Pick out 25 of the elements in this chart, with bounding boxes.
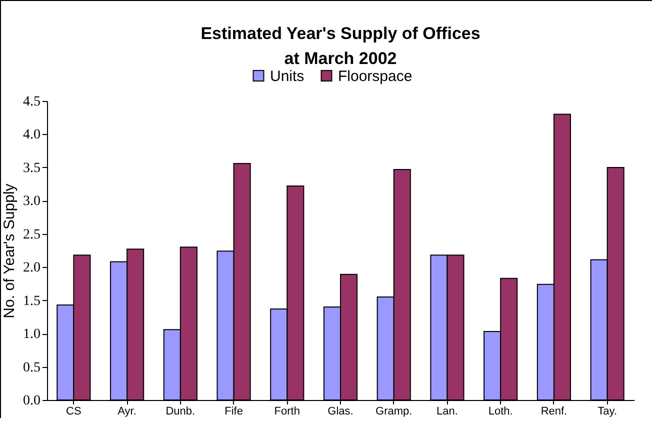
x-tick-label: Dunb. [166, 406, 196, 418]
y-tick-label: 1.0 [23, 327, 40, 342]
y-tick-label: 4.0 [23, 128, 40, 143]
y-axis-title: No. of Year's Supply [1, 183, 18, 318]
chart-title: Estimated Year's Supply of Offices at March 2002 [200, 24, 480, 68]
x-tick-label: Loth. [488, 406, 513, 418]
y-tick-label: 3.0 [23, 194, 40, 210]
y-tick-label: 4.5 [23, 94, 40, 110]
x-tick-label: Tay. [598, 406, 617, 418]
x-tick-label: Forth [274, 406, 300, 418]
x-tick-label: Ayr. [118, 406, 136, 418]
y-tick-label: 2.5 [23, 227, 40, 242]
legend-label: Floorspace [338, 68, 412, 85]
x-tick-label: Fife [224, 406, 243, 418]
x-tick-label: Gramp. [376, 406, 412, 418]
x-tick-label: Renf. [540, 406, 568, 418]
y-tick-label: 1.5 [23, 294, 40, 309]
y-tick-label: 0.0 [23, 394, 40, 408]
x-tick-label: CS [66, 406, 82, 418]
y-tick-label: 0.5 [23, 360, 40, 376]
y-tick-label: 3.5 [23, 160, 40, 176]
legend-label: Units [270, 68, 304, 85]
y-tick-label: 2.0 [23, 260, 40, 276]
x-tick-label: Glas. [328, 406, 354, 418]
x-tick-label: Lan. [436, 406, 458, 418]
